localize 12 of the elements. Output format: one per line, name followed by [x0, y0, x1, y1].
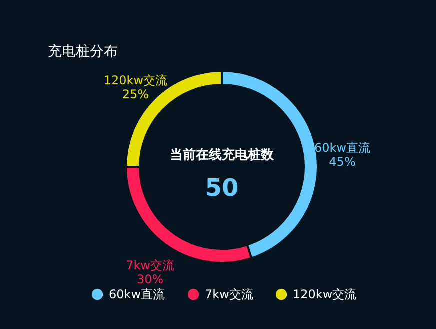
text: 50: [205, 174, 239, 202]
slice-label: 7kw交流: [126, 258, 174, 273]
slice-label: 120kw交流: [104, 74, 168, 88]
text: 当前在线充电桩数: [170, 147, 275, 163]
legend-label: 60kw直流: [109, 288, 166, 302]
chart-title: 充电桩分布: [48, 44, 118, 60]
data-label: 25%: [122, 88, 150, 102]
legend-label: 120kw交流: [293, 288, 357, 302]
data-label: 30%: [136, 272, 164, 287]
legend-label: 7kw交流: [205, 288, 254, 302]
data-label: 45%: [329, 154, 356, 169]
slice-label: 60kw直流: [314, 140, 371, 155]
